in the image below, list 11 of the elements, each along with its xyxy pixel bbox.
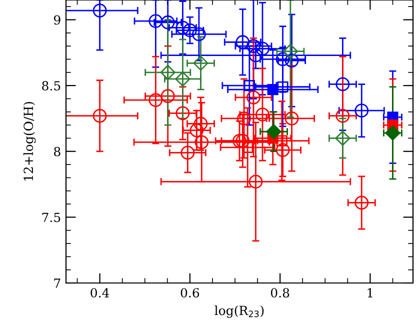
y-tick-label: 7.5 [42,212,60,222]
y-tick-label: 8.5 [42,81,60,90]
y-axis-title: 12+log(O/H) [23,102,36,180]
x-tick-label: 0.6 [180,288,200,298]
x-axis-title: log(R$_{23}$) [214,306,264,318]
x-tick-label: 0.8 [270,288,290,298]
x-tick-label: 1 [368,288,372,298]
y-tick-label: 8 [54,146,60,156]
x-tick-label: 0.4 [90,288,110,298]
y-tick-label: 9 [54,15,60,25]
y-tick-label: 7 [54,278,60,288]
